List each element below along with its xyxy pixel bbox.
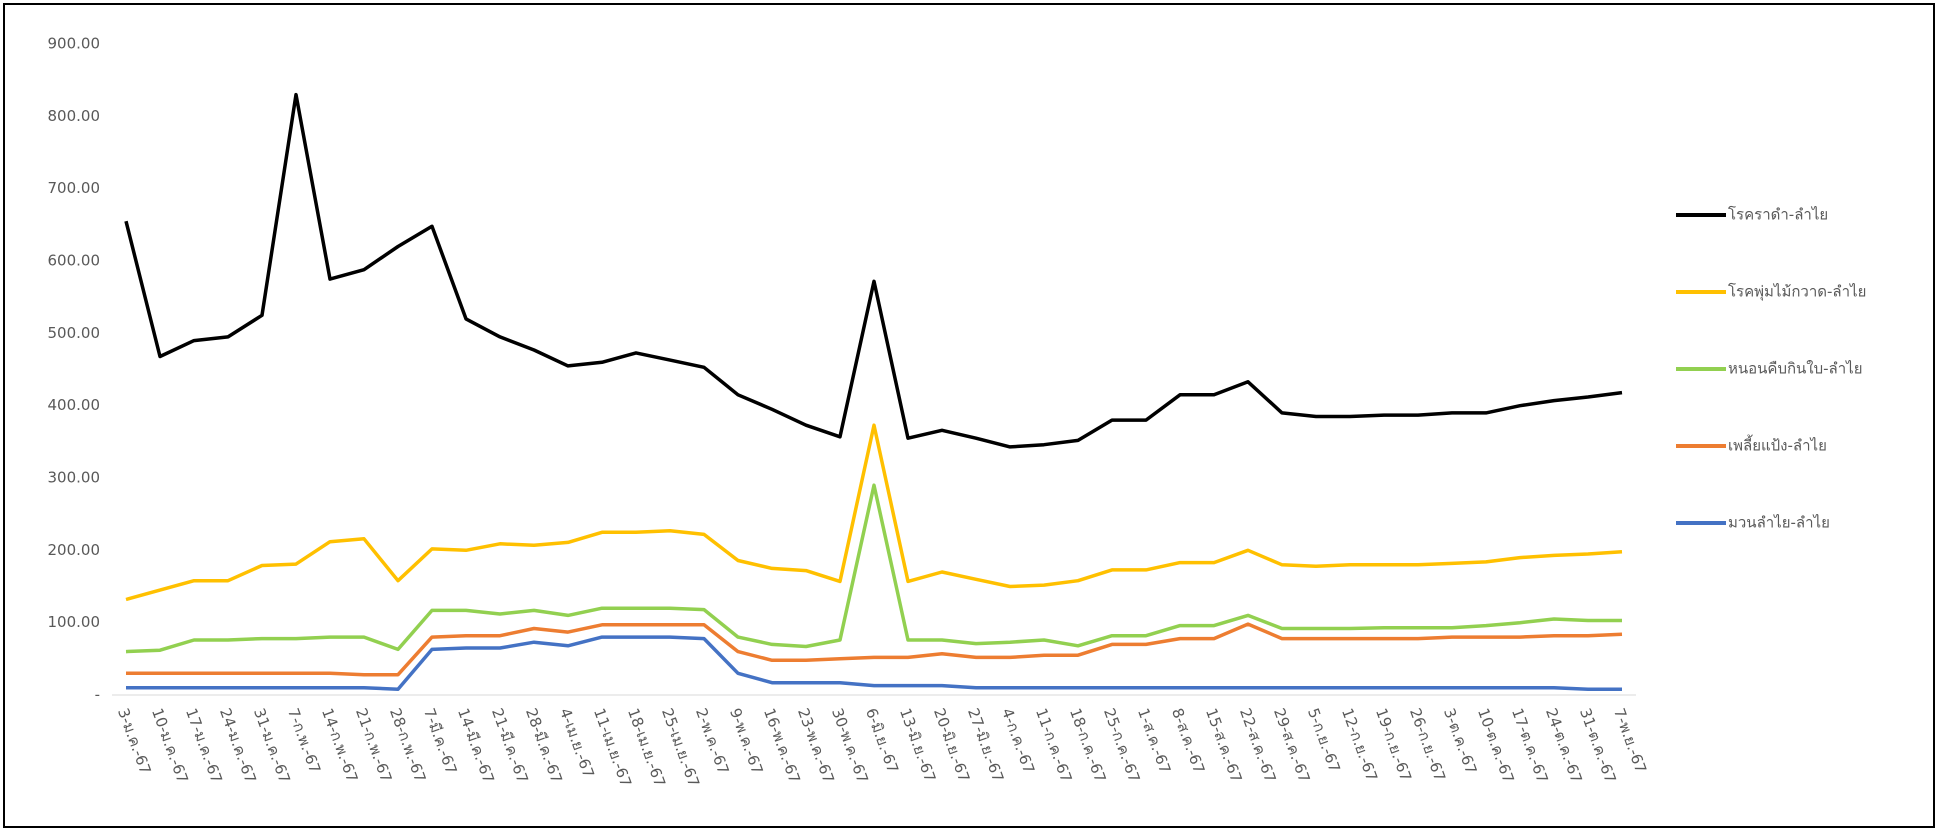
chart-border — [3, 3, 1935, 828]
legend-label: โรคพุ่มไม้กวาด-ลำไย — [1728, 283, 1866, 302]
y-tick-label: 200.00 — [48, 541, 101, 559]
legend-label: เพลี้ยแป้ง-ลำไย — [1728, 435, 1827, 455]
series-line — [124, 92, 1623, 449]
y-tick-label: 900.00 — [48, 35, 101, 53]
y-tick-label: - — [95, 686, 100, 704]
y-tick-label: 800.00 — [48, 107, 101, 125]
series-line — [125, 483, 1622, 654]
legend-label: มวนลำไย-ลำไย — [1728, 514, 1830, 532]
y-tick-label: 400.00 — [48, 396, 101, 414]
series-line — [126, 622, 1623, 677]
y-tick-label: 600.00 — [48, 252, 101, 270]
series-line — [125, 423, 1623, 602]
y-tick-label: 300.00 — [48, 469, 101, 487]
series-line — [126, 635, 1622, 691]
y-tick-label: 500.00 — [48, 324, 101, 342]
legend-label: หนอนคืบกินใบ-ลำไย — [1728, 360, 1863, 378]
y-tick-label: 700.00 — [48, 179, 101, 197]
legend-label: โรคราดำ-ลำไย — [1728, 206, 1828, 224]
y-tick-label: 100.00 — [48, 613, 101, 631]
